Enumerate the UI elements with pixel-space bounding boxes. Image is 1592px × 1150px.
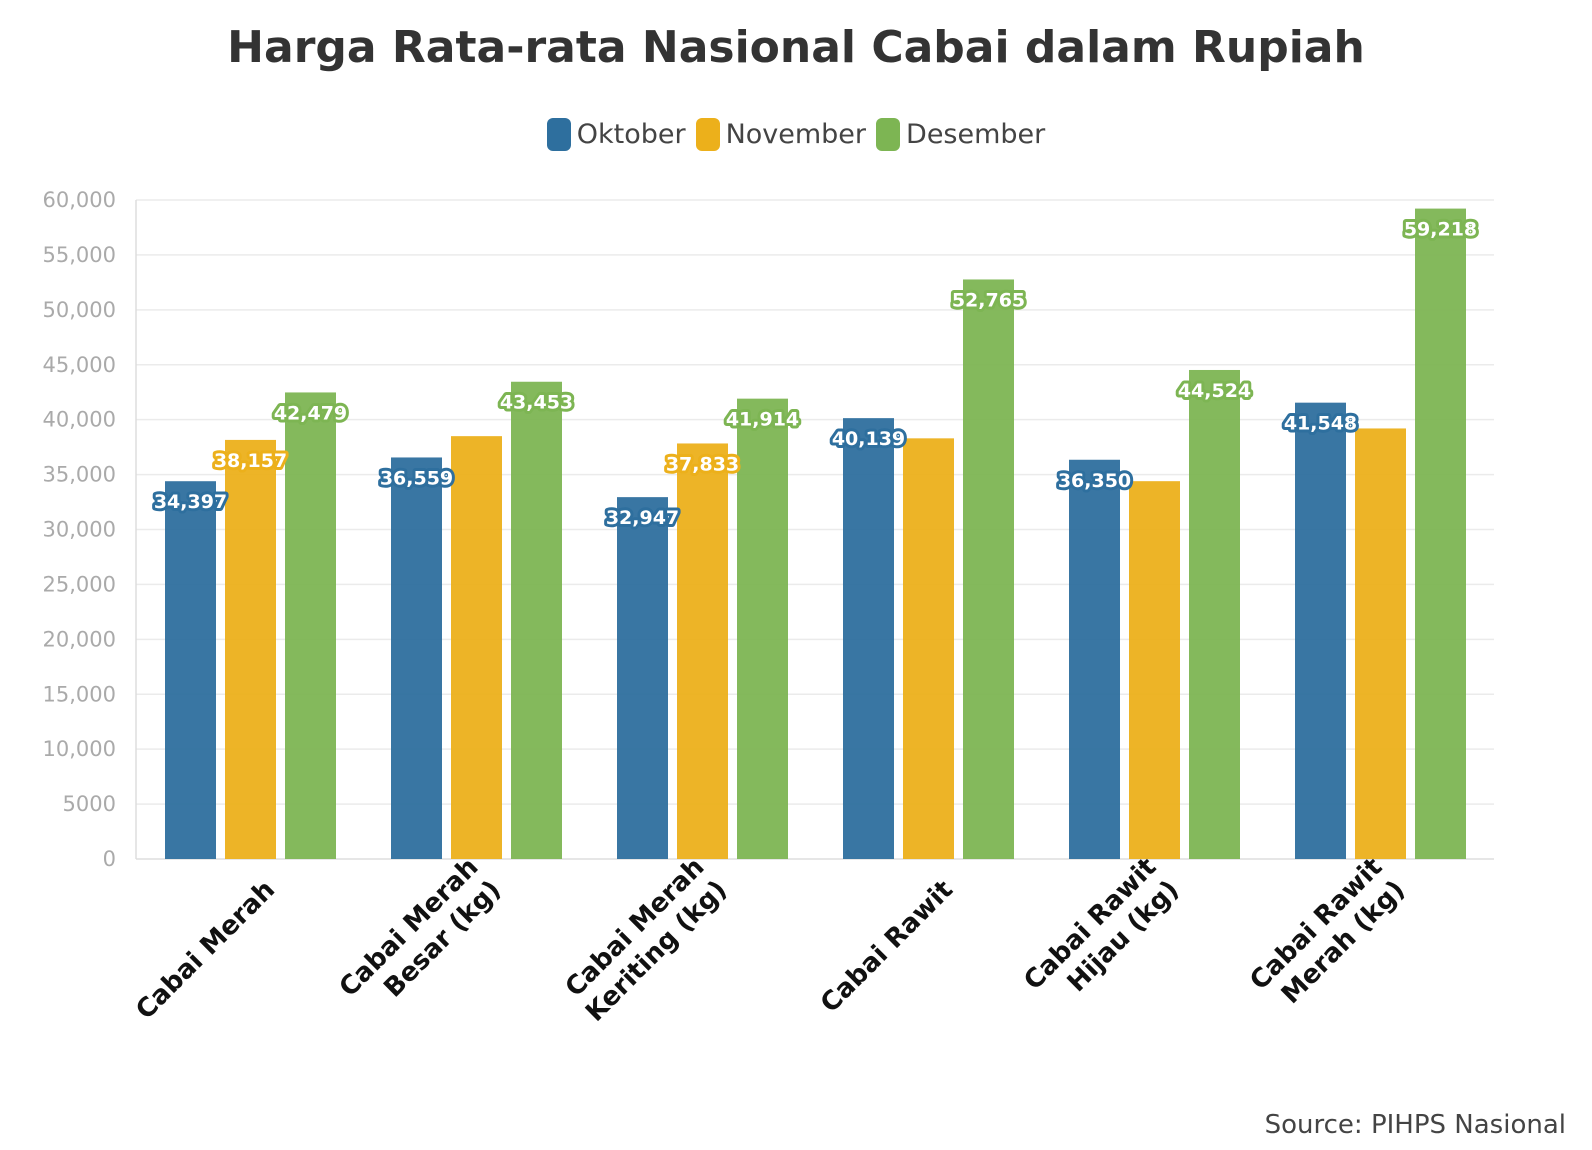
- y-tick-label: 55,000: [43, 243, 116, 267]
- data-label: 37,833: [666, 453, 739, 475]
- legend: Oktober November Desember: [0, 118, 1592, 151]
- y-tick-label: 10,000: [43, 737, 116, 761]
- bar-november: [1129, 481, 1180, 859]
- data-label: 32,947: [606, 507, 679, 529]
- y-tick-label: 15,000: [43, 682, 116, 706]
- bar-oktober: [843, 418, 894, 859]
- bar-desember: [737, 398, 788, 859]
- y-tick-label: 45,000: [43, 353, 116, 377]
- legend-swatch: [546, 118, 571, 151]
- y-tick-label: 40,000: [43, 408, 116, 432]
- data-label: 41,548: [1284, 413, 1357, 435]
- data-label: 34,397: [154, 491, 227, 513]
- x-category-label-line: Cabai Rawit: [815, 875, 959, 1019]
- bar-oktober: [1295, 402, 1346, 859]
- bar-oktober: [1069, 459, 1120, 859]
- bar-november: [677, 443, 728, 859]
- x-category-label-line: Cabai Merah: [130, 875, 281, 1026]
- bar-oktober: [391, 457, 442, 859]
- bar-november: [225, 439, 276, 859]
- source-note: Source: PIHPS Nasional: [1264, 1110, 1566, 1140]
- bar-november: [451, 436, 502, 859]
- bar-desember: [1415, 208, 1466, 859]
- legend-item-desember: Desember: [876, 118, 1045, 151]
- bar-oktober: [617, 497, 668, 859]
- bar-november: [903, 438, 954, 859]
- bar-oktober: [165, 481, 216, 859]
- y-tick-label: 25,000: [43, 572, 116, 596]
- bar-desember: [511, 381, 562, 859]
- data-label: 42,479: [274, 402, 347, 424]
- legend-swatch: [695, 118, 720, 151]
- data-labels: 34,397 38,157 42,479 36,559 43,453 32,947 37,8…: [151, 216, 1480, 533]
- bar-desember: [1189, 369, 1240, 859]
- bars: [165, 208, 1466, 859]
- data-label: 43,453: [500, 392, 573, 414]
- y-tick-label: 0: [103, 847, 116, 871]
- bar-desember: [963, 279, 1014, 859]
- data-label: 36,350: [1058, 470, 1131, 492]
- y-tick-label: 20,000: [43, 627, 116, 651]
- data-label: 44,524: [1178, 380, 1251, 402]
- y-tick-label: 35,000: [43, 463, 116, 487]
- legend-label: Desember: [906, 119, 1046, 150]
- data-label: 59,218: [1404, 219, 1477, 241]
- y-tick-label: 5000: [63, 792, 116, 816]
- legend-item-oktober: Oktober: [546, 118, 686, 151]
- data-label: 40,139: [832, 428, 905, 450]
- bar-november: [1355, 428, 1406, 859]
- legend-swatch: [876, 118, 901, 151]
- data-label: 41,914: [726, 409, 799, 431]
- y-tick-label: 60,000: [43, 188, 116, 212]
- bar-desember: [285, 392, 336, 859]
- legend-item-november: November: [695, 118, 867, 151]
- x-category-label: Cabai Rawit: [815, 875, 959, 1019]
- gridlines: [136, 199, 1494, 860]
- y-tick-label: 50,000: [43, 298, 116, 322]
- legend-label: Oktober: [576, 119, 686, 150]
- data-label: 38,157: [214, 450, 287, 472]
- legend-label: November: [725, 119, 867, 150]
- data-label: 36,559: [380, 467, 453, 489]
- chart-title: Harga Rata-rata Nasional Cabai dalam Rup…: [227, 22, 1365, 73]
- x-category-label: Cabai Merah: [130, 875, 281, 1026]
- data-label: 52,765: [952, 289, 1025, 311]
- y-tick-label: 30,000: [43, 518, 116, 542]
